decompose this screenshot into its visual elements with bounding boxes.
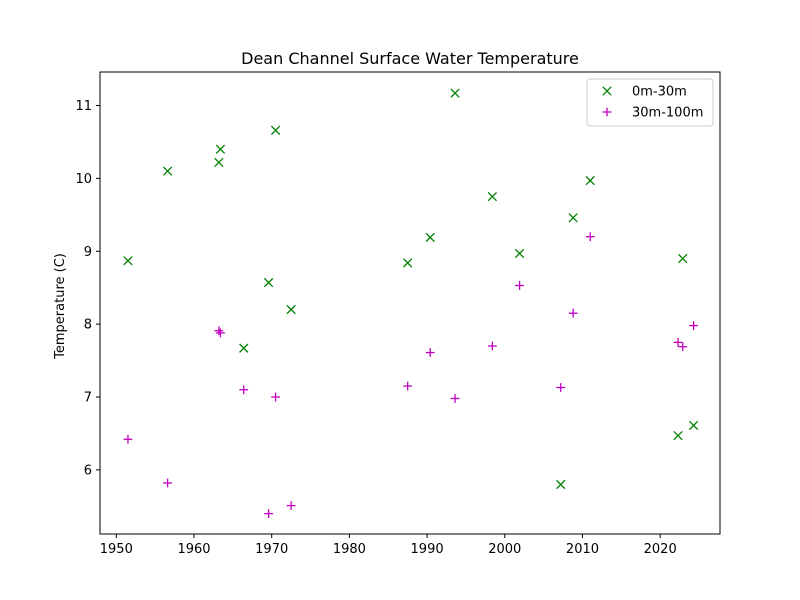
data-point (514, 248, 525, 259)
data-point (425, 348, 435, 357)
series-deep (123, 232, 698, 518)
data-point (271, 392, 280, 402)
data-point (688, 420, 699, 431)
x-tick-label: 1970 (255, 542, 288, 557)
legend-marker (602, 107, 612, 117)
chart-title: Dean Channel Surface Water Temperature (241, 49, 579, 68)
y-tick-label: 11 (75, 99, 92, 114)
data-point (585, 232, 595, 242)
data-point (286, 304, 296, 315)
data-point (450, 394, 460, 403)
x-axis-ticks: 1950 1960 1970 1980 1990 2000 2010 2020 (100, 534, 677, 557)
x-tick-label: 2020 (644, 542, 677, 557)
data-point (162, 166, 173, 176)
data-point (270, 125, 281, 135)
legend-marker (602, 86, 612, 96)
y-tick-label: 6 (84, 463, 92, 478)
data-point (123, 434, 133, 444)
data-point (239, 385, 249, 395)
data-point (450, 88, 460, 98)
x-tick-label: 2000 (488, 542, 521, 557)
legend: 0m-30m 30m-100m (586, 78, 714, 127)
data-point (425, 232, 435, 243)
data-point (678, 342, 688, 352)
data-point (214, 326, 224, 336)
data-point (264, 509, 273, 518)
data-point (403, 381, 413, 391)
y-tick-label: 8 (84, 318, 92, 333)
x-tick-label: 1980 (333, 542, 366, 557)
data-point (163, 478, 172, 488)
data-point (556, 383, 566, 392)
data-point (215, 144, 226, 154)
data-point (689, 321, 698, 330)
data-point (214, 157, 224, 168)
data-point (568, 308, 578, 318)
data-point (123, 256, 133, 266)
y-tick-label: 7 (84, 391, 92, 406)
data-point (556, 479, 566, 490)
data-point (487, 341, 497, 351)
plot-area (123, 88, 699, 518)
data-point (286, 501, 296, 510)
data-point (239, 343, 249, 353)
y-axis-ticks: 6 7 8 9 10 11 (75, 99, 100, 478)
data-point (585, 175, 595, 186)
data-point (515, 281, 524, 290)
data-point (403, 258, 413, 268)
data-point (263, 277, 274, 288)
data-point (487, 191, 498, 202)
series-shallow (123, 88, 699, 490)
x-tick-label: 2010 (566, 542, 599, 557)
legend-box (586, 78, 714, 127)
legend-label: 0m-30m (632, 85, 687, 100)
data-point (678, 253, 688, 264)
data-point (216, 328, 225, 338)
axes-frame (99, 71, 721, 535)
legend-label: 30m-100m (632, 106, 703, 121)
y-axis-label: Temperature (C) (53, 253, 68, 360)
y-tick-label: 9 (84, 245, 92, 260)
data-point (673, 337, 683, 347)
data-point (568, 213, 578, 223)
x-tick-label: 1990 (411, 542, 444, 557)
x-tick-label: 1960 (177, 542, 210, 557)
data-point (673, 430, 683, 441)
x-tick-label: 1950 (100, 542, 133, 557)
y-tick-label: 10 (75, 172, 92, 187)
